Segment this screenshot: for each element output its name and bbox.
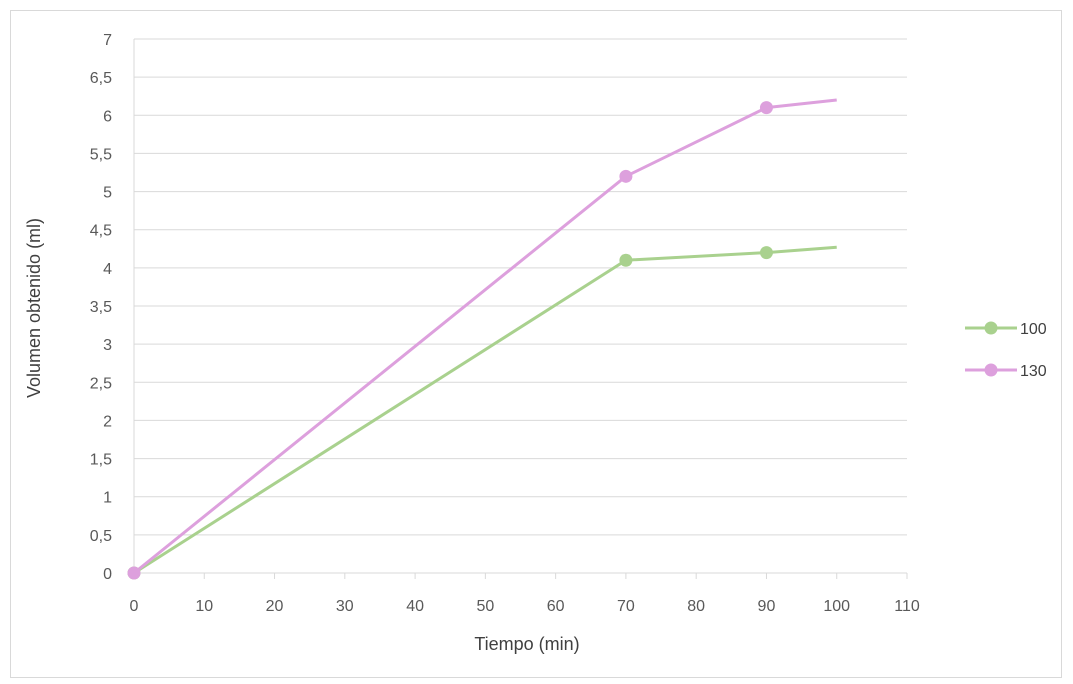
y-tick-label: 4 bbox=[103, 261, 112, 278]
y-tick-label: 0 bbox=[103, 566, 112, 583]
x-tick-label: 70 bbox=[617, 598, 635, 615]
legend-label: 100 bbox=[1020, 321, 1047, 338]
x-tick-label: 100 bbox=[823, 598, 850, 615]
series-markers bbox=[127, 101, 773, 580]
data-point-130 bbox=[759, 101, 773, 115]
x-tick-label: 90 bbox=[758, 598, 776, 615]
data-point-130 bbox=[619, 169, 633, 183]
x-axis-title: Tiempo (min) bbox=[474, 634, 579, 654]
y-tick-label: 5,5 bbox=[90, 146, 112, 163]
y-tick-label: 0,5 bbox=[90, 528, 112, 545]
gridlines bbox=[133, 38, 907, 574]
x-tick-label: 40 bbox=[406, 598, 424, 615]
y-tick-label: 2,5 bbox=[90, 375, 112, 392]
y-tick-label: 2 bbox=[103, 413, 112, 430]
y-tick-label: 6 bbox=[103, 108, 112, 125]
data-point-100 bbox=[759, 246, 773, 260]
legend: 100 130 bbox=[965, 321, 1047, 380]
y-tick-label: 4,5 bbox=[90, 223, 112, 240]
x-axis-ticks: 0 10 20 30 40 50 60 70 80 90 100 110 bbox=[130, 573, 920, 615]
y-tick-label: 1 bbox=[103, 490, 112, 507]
legend-swatch-marker bbox=[984, 363, 998, 377]
y-tick-label: 7 bbox=[103, 32, 112, 49]
x-tick-label: 80 bbox=[687, 598, 705, 615]
y-tick-label: 5 bbox=[103, 185, 112, 202]
y-tick-label: 3,5 bbox=[90, 299, 112, 316]
x-tick-label: 60 bbox=[547, 598, 565, 615]
data-point-130 bbox=[127, 566, 141, 580]
series-line-130 bbox=[133, 98, 837, 575]
y-tick-label: 3 bbox=[103, 337, 112, 354]
y-axis-title: Volumen obtenido (ml) bbox=[24, 218, 44, 398]
series-lines bbox=[133, 98, 837, 575]
y-tick-label: 1,5 bbox=[90, 452, 112, 469]
x-tick-label: 30 bbox=[336, 598, 354, 615]
y-axis-ticks: 0 0,5 1 1,5 2 2,5 3 3,5 4 4,5 5 5,5 6 6,5 7 bbox=[90, 32, 112, 583]
series-line-100 bbox=[133, 245, 837, 575]
data-point-100 bbox=[619, 253, 633, 267]
y-tick-label: 6,5 bbox=[90, 70, 112, 87]
x-tick-label: 50 bbox=[476, 598, 494, 615]
x-tick-label: 0 bbox=[130, 598, 139, 615]
x-tick-label: 110 bbox=[894, 598, 920, 615]
legend-swatch-marker bbox=[984, 321, 998, 335]
legend-label: 130 bbox=[1020, 363, 1047, 380]
x-tick-label: 10 bbox=[195, 598, 213, 615]
x-tick-label: 20 bbox=[266, 598, 284, 615]
